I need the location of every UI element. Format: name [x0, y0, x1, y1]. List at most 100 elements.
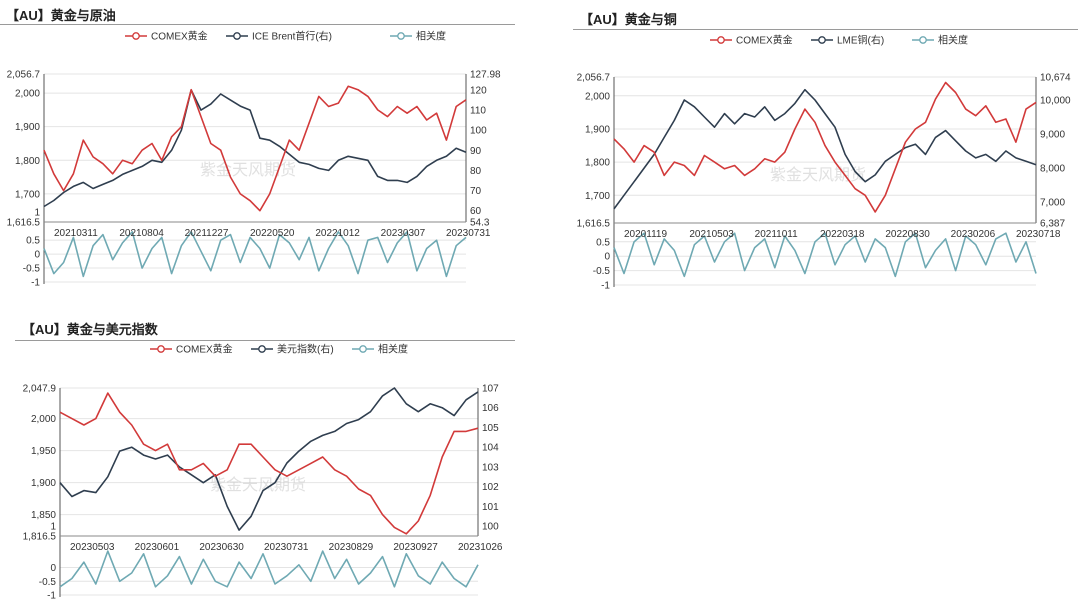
- legend-marker: [157, 345, 165, 353]
- right-tick-label: 54.3: [470, 218, 490, 229]
- corr-tick-label: -0.5: [23, 264, 41, 275]
- right-tick-label: 110: [470, 106, 486, 117]
- x-tick-label: 20230731: [446, 228, 491, 239]
- x-tick-label: 20211227: [185, 228, 229, 239]
- right-tick-label: 80: [470, 166, 482, 177]
- legend-item-2[interactable]: 相关度: [352, 343, 408, 356]
- legend-item-0[interactable]: COMEX黄金: [150, 343, 233, 356]
- legend-label: LME铜(右): [837, 34, 884, 47]
- x-tick-label: 20230601: [135, 542, 180, 553]
- right-tick-label: 102: [482, 482, 499, 493]
- series-line-corr: [613, 232, 1037, 278]
- left-tick-label: 1,700: [15, 189, 40, 200]
- right-tick-label: 10,000: [1040, 95, 1071, 106]
- corr-tick-label: -0.5: [39, 577, 57, 588]
- legend-label: 相关度: [938, 34, 968, 47]
- left-tick-label: 2,000: [31, 414, 56, 425]
- legend-item-0[interactable]: COMEX黄金: [125, 30, 208, 43]
- chart-svg-usd: COMEX黄金 美元指数(右) 相关度 2,047.9 2,000 1,950 1,900 1…: [23, 343, 503, 602]
- x-tick-label: 20230731: [264, 542, 309, 553]
- left-tick-label: 1,616.5: [7, 218, 41, 229]
- x-tick-label: 20230829: [329, 542, 374, 553]
- legend-label: COMEX黄金: [176, 343, 233, 356]
- chart-svg-copper: COMEX黄金 LME铜(右) 相关度 2,056.7 2,000 1,900 1,800 1…: [577, 34, 1071, 292]
- legend-label: COMEX黄金: [736, 34, 793, 47]
- right-tick-label: 70: [470, 186, 482, 197]
- watermark: 紫金天风期货: [200, 160, 296, 179]
- left-tick-label: 1,700: [585, 191, 610, 202]
- legend-marker: [818, 36, 826, 44]
- legend-item-2[interactable]: 相关度: [912, 34, 968, 47]
- chart-title: 【AU】黄金与美元指数: [22, 322, 158, 337]
- legend-label: 美元指数(右): [277, 343, 334, 356]
- chart-title: 【AU】黄金与原油: [6, 8, 116, 23]
- legend-item-1[interactable]: 美元指数(右): [251, 343, 334, 356]
- legend-label: 相关度: [416, 30, 446, 43]
- series-line-right: [613, 88, 1037, 210]
- title-divider: [573, 29, 1078, 30]
- x-tick-label: 20231026: [458, 542, 503, 553]
- series-line-gold: [59, 392, 479, 535]
- legend-item-0[interactable]: COMEX黄金: [710, 34, 793, 47]
- right-tick-label: 10,674: [1040, 73, 1071, 84]
- right-tick-label: 100: [482, 522, 499, 533]
- right-tick-label: 9,000: [1040, 130, 1065, 141]
- left-tick-label: 1,850: [31, 510, 56, 521]
- left-tick-label: 2,047.9: [23, 384, 57, 395]
- series-line-right: [43, 89, 467, 208]
- x-tick-label: 20221012: [315, 228, 360, 239]
- right-tick-label: 100: [470, 126, 487, 137]
- x-tick-label: 20230927: [393, 542, 438, 553]
- left-tick-label: 2,000: [15, 89, 40, 100]
- legend: COMEX黄金 ICE Brent首行(右) 相关度: [125, 30, 446, 43]
- left-tick-label: 1,816.5: [23, 532, 57, 543]
- right-tick-label: 106: [482, 403, 499, 414]
- legend-item-1[interactable]: ICE Brent首行(右): [226, 30, 332, 43]
- x-tick-label: 20210311: [54, 228, 98, 239]
- series-line-gold: [43, 85, 467, 212]
- left-tick-label: 2,056.7: [577, 73, 611, 84]
- legend-label: 相关度: [378, 343, 408, 356]
- corr-tick-label: -1: [47, 591, 56, 602]
- right-tick-label: 6,387: [1040, 219, 1065, 230]
- series-line-gold: [613, 81, 1037, 213]
- x-tick-label: 20220830: [885, 229, 930, 240]
- left-tick-label: 1: [34, 208, 40, 219]
- x-tick-label: 20210804: [119, 228, 164, 239]
- right-tick-label: 107: [482, 384, 499, 395]
- right-tick-label: 105: [482, 423, 499, 434]
- right-tick-label: 8,000: [1040, 164, 1065, 175]
- corr-tick-label: 0.5: [26, 236, 40, 247]
- x-tick-label: 20230307: [381, 228, 426, 239]
- series-line-corr: [59, 550, 479, 588]
- chart-panel-oil: 【AU】黄金与原油 COMEX黄金 ICE Brent首行(右) 相关度 2,056.…: [0, 0, 520, 300]
- left-tick-label: 1,950: [31, 446, 56, 457]
- title-divider: [0, 24, 515, 25]
- series-line-corr: [43, 231, 467, 278]
- x-tick-label: 20230630: [199, 542, 244, 553]
- legend-item-1[interactable]: LME铜(右): [811, 34, 884, 47]
- right-tick-label: 120: [470, 86, 487, 97]
- legend-item-2[interactable]: 相关度: [390, 30, 446, 43]
- legend-marker: [397, 32, 405, 40]
- legend: COMEX黄金 LME铜(右) 相关度: [710, 34, 968, 47]
- corr-tick-label: 0.5: [596, 237, 610, 248]
- right-tick-label: 101: [482, 502, 499, 513]
- x-tick-label: 20220318: [820, 229, 865, 240]
- legend: COMEX黄金 美元指数(右) 相关度: [150, 343, 408, 356]
- chart-panel-copper: 【AU】黄金与铜 COMEX黄金 LME铜(右) 相关度 2,056.7 2,000 1,…: [570, 0, 1080, 300]
- left-tick-label: 2,056.7: [7, 70, 41, 81]
- left-tick-label: 1,616.5: [577, 219, 611, 230]
- legend-label: COMEX黄金: [151, 30, 208, 43]
- watermark: 紫金天风期货: [210, 475, 306, 494]
- left-tick-label: 1,900: [31, 478, 56, 489]
- legend-marker: [258, 345, 266, 353]
- title-divider: [15, 340, 515, 341]
- chart-panel-usd: 【AU】黄金与美元指数 COMEX黄金 美元指数(右) 相关度 2,047.9 2,00…: [0, 312, 520, 602]
- watermark: 紫金天风期货: [770, 165, 866, 184]
- corr-tick-label: 0: [604, 252, 610, 263]
- legend-marker: [359, 345, 367, 353]
- left-tick-label: 1,800: [15, 156, 40, 167]
- right-tick-label: 60: [470, 206, 482, 217]
- series-line-right: [59, 387, 479, 531]
